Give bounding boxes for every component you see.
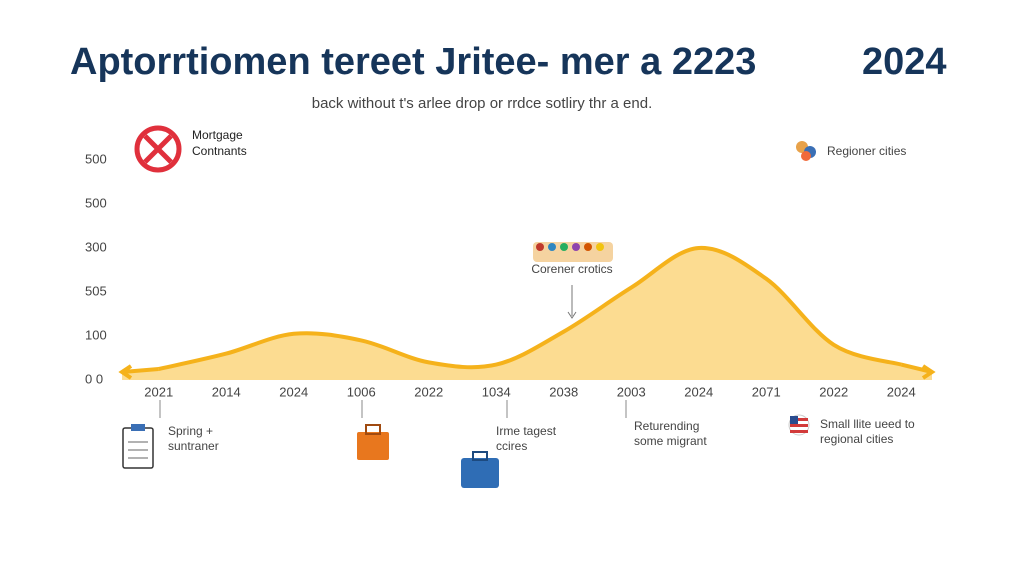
x-tick-label: 1006 [347,384,376,399]
x-tick-label: 2014 [212,384,241,399]
annotation: suntraner [168,439,219,453]
suitcase-icon [461,451,499,488]
y-tick-label: 0 0 [85,371,103,386]
annotation: ccires [496,439,527,453]
clipboard-icon [122,424,154,469]
x-tick-label: 2071 [752,384,781,399]
y-tick-label: 100 [85,327,107,342]
x-tick-label: 2038 [549,384,578,399]
x-tick-label: 2022 [819,384,848,399]
x-tick-label: 2024 [887,384,916,399]
x-tick-label: 1034 [482,384,511,399]
chart-title-year: 2024 [862,41,947,83]
bag-icon [357,424,389,460]
pointer-head [567,311,577,319]
annotation: Returending [634,419,699,433]
annotation: Mortgage [192,128,243,142]
y-tick-label: 500 [85,195,107,210]
crowd-icon [533,242,613,262]
annotation: some migrant [634,434,707,448]
y-tick-label: 300 [85,239,107,254]
area-fill [122,247,932,380]
annotation: Spring + [168,424,213,438]
annotation: Small llite ueed to [820,417,915,431]
annotation: regional cities [820,432,893,446]
y-tick-label: 500 [85,151,107,166]
people-icon [796,141,816,161]
annotation: Irme tagest [496,424,557,438]
x-tick-label: 2022 [414,384,443,399]
chart-subtitle: back without t's arlee drop or rrdce sot… [312,95,653,112]
x-tick-label: 2024 [684,384,713,399]
area-line [158,245,902,371]
flag-icon [788,414,810,436]
x-tick-label: 2024 [279,384,308,399]
chart-title: Aptorrtiomen tereet Jritee- mer a 2223 [70,41,756,83]
y-tick-label: 505 [85,283,107,298]
annotation: Contnants [192,144,247,158]
annotation: Regioner cities [827,144,906,158]
x-tick-label: 2003 [617,384,646,399]
annotation: Corener crotics [531,262,612,276]
arrow-right [900,362,936,380]
no-icon [134,125,182,173]
x-tick-label: 2021 [144,384,173,399]
arrow-left [118,364,159,380]
